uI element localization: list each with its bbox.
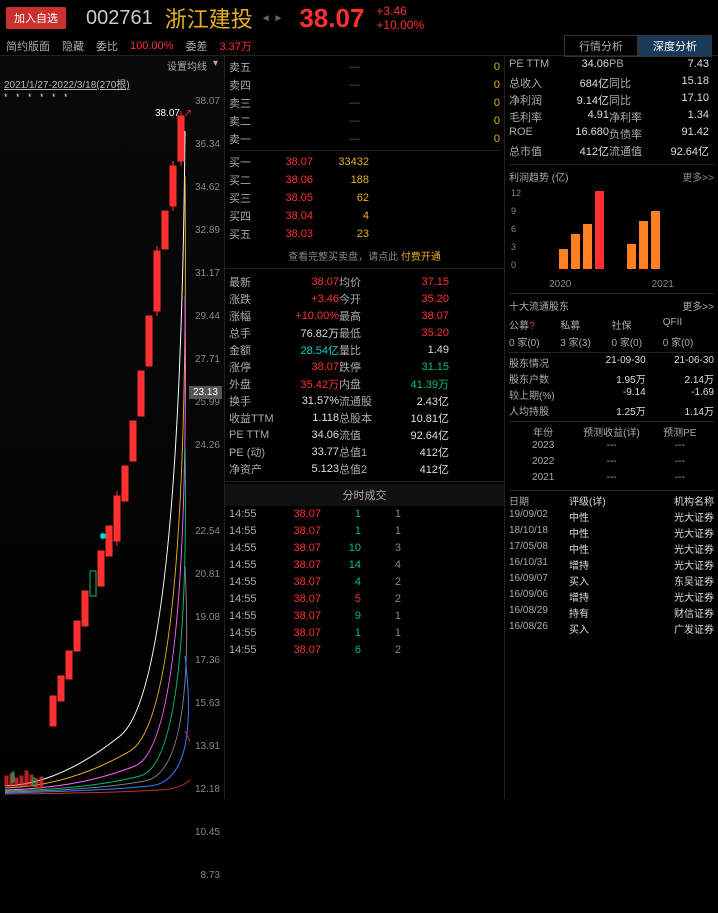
metric-row: 净利润9.14亿同比17.10 [509,92,714,109]
rating-row: 16/08/26买入广发证券 [509,621,714,637]
stat-row: 涨停38.07跌停31.15 [229,358,500,375]
tab-quote[interactable]: 行情分析 [564,35,638,57]
date-range: 2021/1/27-2022/3/18(270根) [4,76,130,91]
buy-row: 买四38.044 [229,207,500,225]
sell-row: 卖五—0 [229,58,500,76]
stat-row: 净资产5.123总值2412亿 [229,460,500,477]
trade-row: 14:5538.0711 [229,627,500,644]
metric-row: 总收入684亿同比15.18 [509,75,714,92]
svg-text:9: 9 [511,206,516,216]
rating-row: 19/09/02中性光大证券 [509,509,714,525]
current-price: 38.07 [299,3,364,34]
stock-code: 002761 [86,7,153,30]
trade-row: 14:5538.0762 [229,644,500,661]
stat-row: 收益TTM1.118总股本10.81亿 [229,409,500,426]
stat-row: 涨跌+3.46今开35.20 [229,290,500,307]
nav-arrows[interactable]: ◄ ► [261,13,284,24]
metric-row: ROE16.680负债率91.42 [509,126,714,143]
stock-name: 浙江建投 [165,2,253,34]
weibi-value: 100.00% [130,40,173,52]
more-link[interactable]: 更多>> [682,169,714,184]
sell-row: 卖一—0 [229,130,500,148]
hide-button[interactable]: 隐藏 [62,38,84,54]
trade-row: 14:5538.0711 [229,525,500,542]
forecast-table: 年份预测收益(详)预测PE2023------2022------2021---… [509,424,714,488]
rating-row: 17/05/08中性光大证券 [509,541,714,557]
trade-row: 14:5538.0742 [229,576,500,593]
ratings-table: 日期评级(详)机构名称19/09/02中性光大证券18/10/18中性光大证券1… [509,493,714,637]
stat-row: 涨幅+10.00%最高38.07 [229,307,500,324]
svg-text:12: 12 [511,188,521,198]
tab-depth[interactable]: 深度分析 [638,35,712,57]
buy-row: 买五38.0323 [229,225,500,243]
upgrade-notice[interactable]: 查看完整买卖盘，请点此 付费开通 [225,245,504,266]
rating-row: 16/09/06增持光大证券 [509,589,714,605]
buy-row: 买二38.06188 [229,171,500,189]
trades-list: 14:5538.071114:5538.071114:5538.0710314:… [225,506,504,663]
trade-row: 14:5538.0791 [229,610,500,627]
svg-text:3: 3 [511,242,516,252]
stat-row: 外盘35.42万内盘41.39万 [229,375,500,392]
kline-chart[interactable]: 设置均线 ▾ 2021/1/27-2022/3/18(270根) * * * *… [0,56,225,799]
svg-text:6: 6 [511,224,516,234]
weicha-value: 3.37万 [219,38,251,54]
sell-row: 卖二—0 [229,112,500,130]
shareholders-header: 十大流通股东 更多>> [509,296,714,315]
rating-row: 18/10/18中性光大证券 [509,525,714,541]
crosshair-price: 23.13 [189,386,222,399]
price-change-pct: +10.00% [376,18,424,32]
trade-row: 14:5538.07144 [229,559,500,576]
buy-row: 买一38.0733432 [229,153,500,171]
metrics-panel: PE TTM34.06PB7.43总收入684亿同比15.18净利润9.14亿同… [509,56,714,162]
y-axis: 38.0736.3434.6232.8931.1729.4427.7125.99… [195,96,220,913]
chevron-down-icon[interactable]: ▾ [213,58,218,73]
trades-title: 分时成交 [225,484,504,506]
buy-row: 买三38.0562 [229,189,500,207]
weicha-label: 委差 [185,38,207,54]
stat-row: 最新38.07均价37.15 [229,273,500,290]
stats-panel: 最新38.07均价37.15涨跌+3.46今开35.20涨幅+10.00%最高3… [225,271,504,479]
metric-row: 毛利率4.91净利率1.34 [509,109,714,126]
orderbook: 卖五—0卖四—0卖三—0卖二—0卖一—0 买一38.0733432买二38.061… [225,56,504,245]
add-favorite-button[interactable]: 加入自选 [6,7,66,29]
stat-row: 金额28.54亿量比1.49 [229,341,500,358]
svg-text:0: 0 [511,260,516,270]
stat-row: 换手31.57%流通股2.43亿 [229,392,500,409]
rating-row: 16/09/07买入东吴证券 [509,573,714,589]
weibi-label: 委比 [96,38,118,54]
sell-row: 卖四—0 [229,76,500,94]
rating-row: 16/10/31增持光大证券 [509,557,714,573]
trade-row: 14:5538.0752 [229,593,500,610]
trade-row: 14:5538.0711 [229,508,500,525]
ma-settings[interactable]: 设置均线 [167,58,207,73]
trade-row: 14:5538.07103 [229,542,500,559]
holder-stats: 股东情况21-09-3021-06-30股东户数1.95万2.14万较上期(%)… [509,355,714,419]
stat-row: 总手76.82万最低35.20 [229,324,500,341]
rating-row: 16/08/29持有财信证券 [509,605,714,621]
stat-row: PE TTM34.06流值92.64亿 [229,426,500,443]
profit-trend-chart[interactable]: 利润趋势 (亿) 更多>> 129630 20202021 [509,169,714,289]
price-change: +3.46 [376,4,424,18]
chart-canvas [0,96,190,796]
stat-row: PE (动)33.77总值1412亿 [229,443,500,460]
metric-row: PE TTM34.06PB7.43 [509,58,714,75]
sell-row: 卖三—0 [229,94,500,112]
metric-row: 总市值412亿流通值92.64亿 [509,143,714,160]
layout-simple[interactable]: 简约版面 [6,38,50,54]
